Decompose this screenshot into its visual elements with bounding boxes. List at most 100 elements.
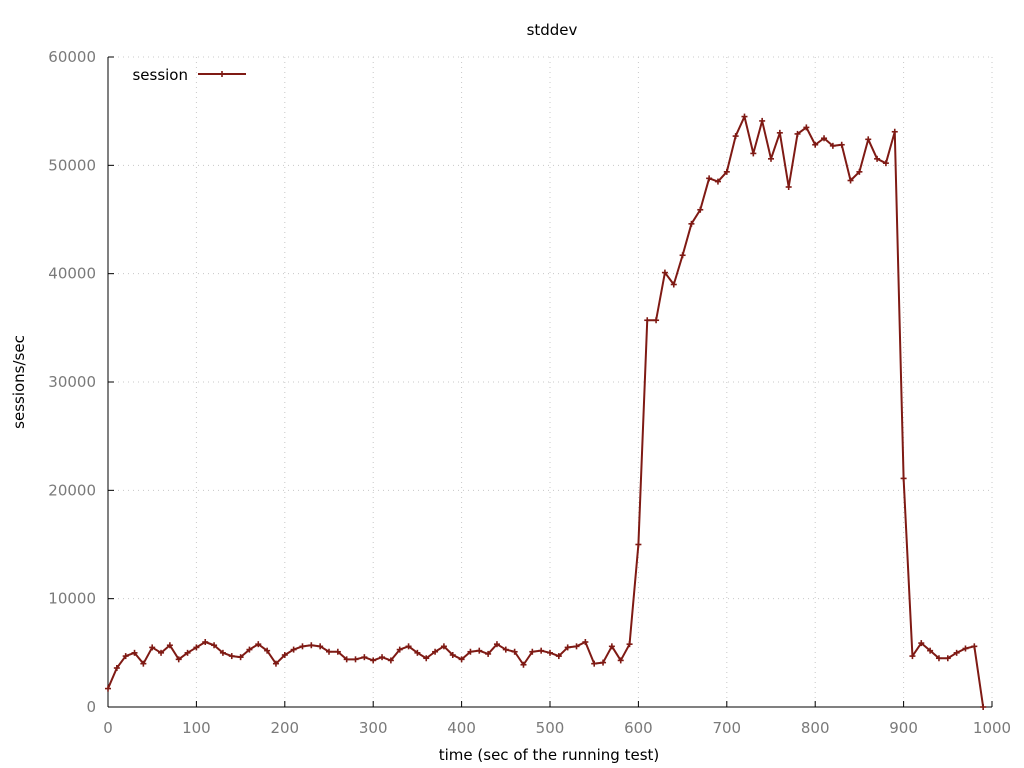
y-tick-label: 20000 (48, 481, 96, 499)
data-point (520, 661, 527, 668)
x-tick-label: 800 (801, 719, 830, 737)
data-point (750, 150, 757, 157)
legend-marker (219, 71, 225, 77)
y-tick-label: 40000 (48, 265, 96, 283)
data-point (538, 647, 545, 654)
data-point (211, 642, 218, 649)
data-point (202, 639, 209, 645)
data-point (352, 656, 359, 663)
data-point (723, 168, 730, 175)
data-point (423, 655, 430, 662)
data-point (812, 141, 819, 148)
data-point (246, 646, 253, 653)
data-point (131, 649, 138, 656)
data-point (794, 130, 801, 137)
data-point (476, 647, 483, 654)
data-point (122, 653, 129, 660)
y-tick-label: 0 (86, 698, 96, 716)
legend: session (132, 66, 246, 84)
x-tick-label: 600 (624, 719, 653, 737)
data-point (600, 659, 607, 666)
data-point (847, 177, 854, 184)
data-point (113, 665, 120, 671)
grid (107, 56, 993, 708)
legend-label: session (132, 66, 188, 84)
data-point (635, 541, 642, 548)
data-point (334, 648, 341, 655)
data-point (237, 654, 244, 661)
data-point (272, 660, 279, 667)
data-point (449, 652, 456, 658)
data-point (874, 155, 881, 162)
x-tick-label: 100 (182, 719, 211, 737)
data-point (511, 648, 518, 655)
data-point (732, 133, 739, 140)
data-point (317, 643, 324, 650)
data-point (308, 642, 315, 649)
data-point (387, 657, 394, 664)
x-tick-label: 200 (270, 719, 299, 737)
data-point (829, 142, 836, 149)
data-point (564, 644, 571, 651)
x-tick-label: 500 (536, 719, 565, 737)
x-tick-label: 1000 (973, 719, 1011, 737)
x-tick-label: 0 (103, 719, 113, 737)
data-point (105, 685, 111, 692)
data-point (299, 643, 306, 650)
data-point (343, 656, 350, 663)
data-point (582, 639, 589, 645)
data-point (193, 644, 200, 651)
data-point (697, 206, 704, 213)
data-point (547, 649, 553, 656)
data-point (900, 475, 907, 482)
x-axis-label: time (sec of the running test) (439, 746, 660, 764)
y-tick-label: 50000 (48, 156, 96, 174)
data-point (264, 647, 271, 654)
data-point (290, 646, 297, 653)
data-point (714, 178, 721, 185)
data-point (944, 655, 951, 662)
data-point (219, 649, 226, 656)
data-point (803, 124, 810, 131)
data-point (626, 641, 633, 648)
data-point (555, 653, 562, 660)
data-point (785, 184, 792, 190)
data-point (166, 642, 173, 649)
data-point (158, 649, 165, 656)
data-point (370, 657, 377, 664)
data-point (414, 649, 421, 656)
data-point (175, 656, 182, 663)
data-point (865, 136, 872, 143)
data-point (706, 175, 713, 182)
series-line-session (107, 115, 985, 708)
data-point (759, 117, 766, 124)
series-layer (105, 113, 987, 710)
x-tick-label: 900 (889, 719, 918, 737)
data-point (856, 168, 863, 175)
data-point (838, 141, 845, 148)
data-point (935, 655, 942, 662)
data-point (149, 644, 156, 651)
y-tick-label: 10000 (48, 590, 96, 608)
data-point (617, 657, 624, 664)
data-point (882, 160, 889, 167)
data-point (776, 129, 783, 136)
x-tick-label: 300 (359, 719, 388, 737)
tick-labels: 0 100 200 300 400 500 600 700 800 900 100001000020… (48, 48, 1011, 737)
data-point (980, 704, 987, 710)
data-point (405, 643, 412, 650)
axes (107, 56, 993, 708)
data-point (228, 653, 235, 660)
data-point (184, 649, 191, 656)
data-point (608, 643, 615, 650)
data-point (140, 660, 147, 667)
data-point (953, 649, 960, 656)
data-point (927, 647, 934, 654)
data-point (467, 648, 474, 655)
data-point (529, 648, 536, 655)
x-tick-label: 700 (712, 719, 741, 737)
data-point (962, 645, 969, 652)
data-point (573, 643, 580, 650)
data-point (909, 653, 916, 660)
